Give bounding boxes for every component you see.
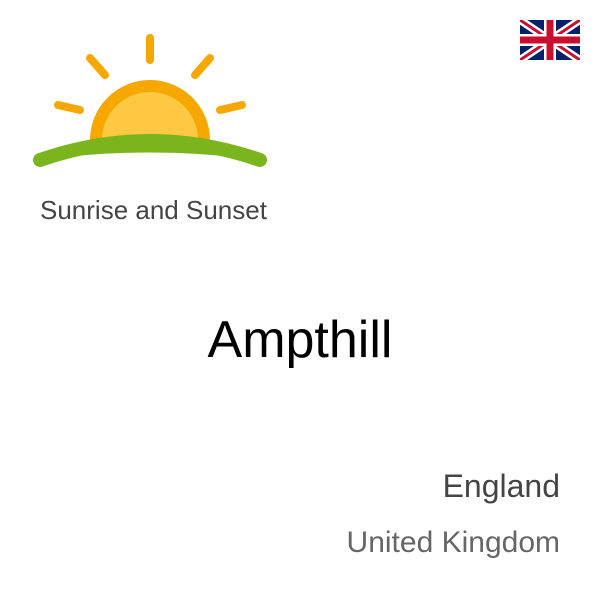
sunrise-logo-icon xyxy=(30,30,270,190)
location-title: Ampthill xyxy=(0,310,600,370)
country-text: United Kingdom xyxy=(347,526,560,560)
region-text: England xyxy=(443,468,560,505)
subtitle-text: Sunrise and Sunset xyxy=(40,195,267,226)
uk-flag-icon xyxy=(520,20,580,60)
